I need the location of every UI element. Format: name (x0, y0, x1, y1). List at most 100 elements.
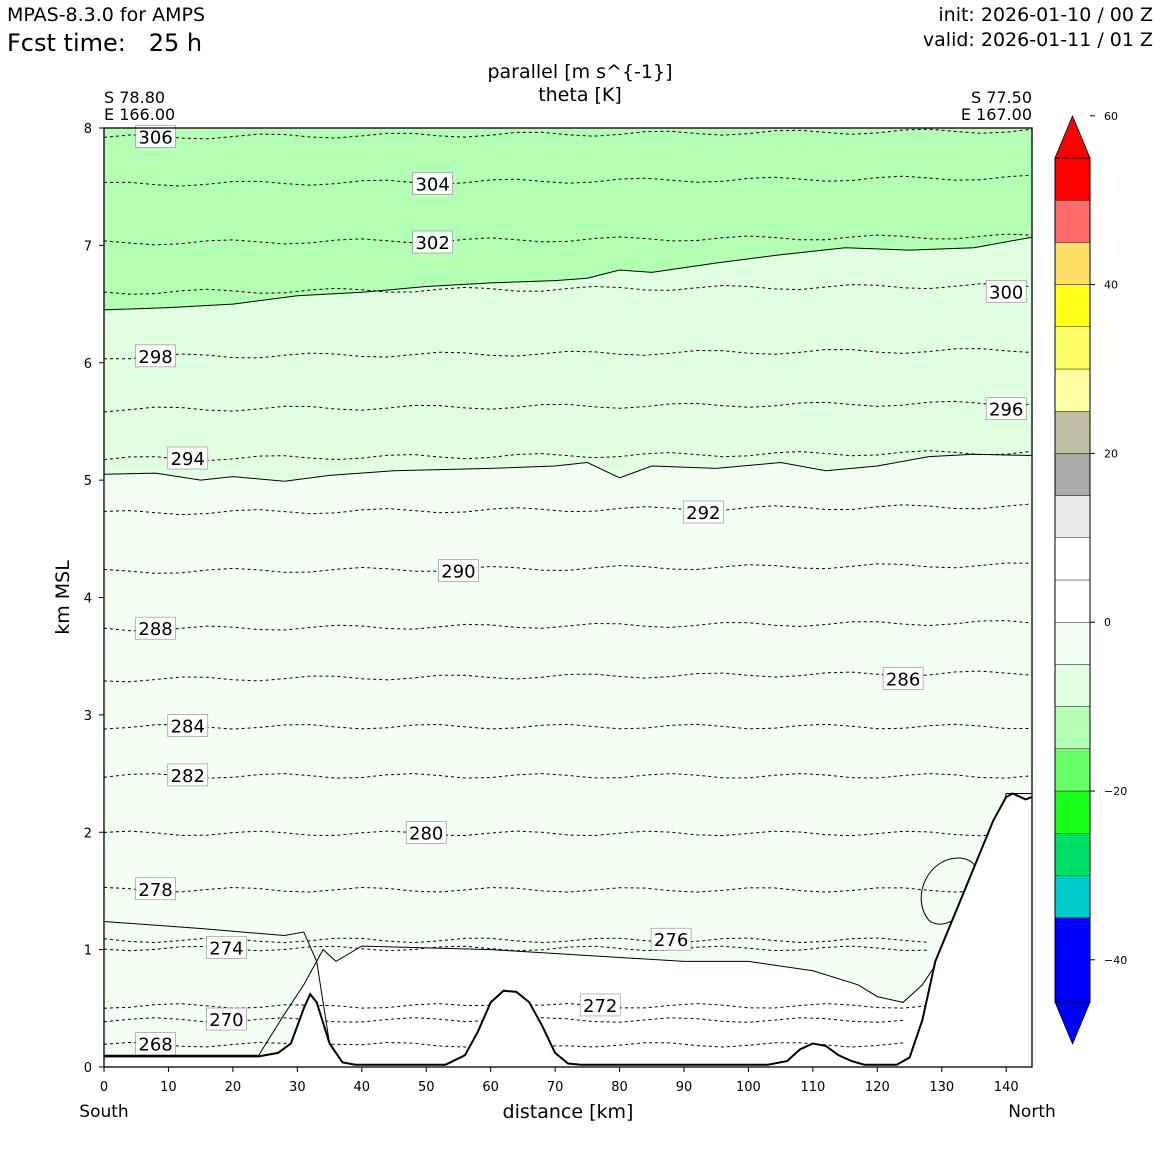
colorbar-segment (1054, 284, 1091, 328)
x-tick-label: 60 (482, 1080, 499, 1095)
wind-fill-regions (104, 128, 1032, 1067)
colorbar-segment (1054, 748, 1091, 792)
theta-contour-268 (103, 1041, 904, 1048)
theta-label-box (206, 1007, 247, 1031)
y-tick-label: 8 (84, 122, 92, 137)
theta-label-304: 304 (415, 174, 449, 195)
colorbar-tick-label: 20 (1104, 447, 1118, 460)
valid-time: valid: 2026-01-11 / 01 Z (922, 29, 1153, 51)
forecast-time-label: Fcst time: (7, 29, 126, 57)
colorbar-extend-max (1054, 114, 1091, 159)
theta-contour-304 (103, 174, 1033, 187)
colorbar-tick-label: 0 (1104, 616, 1111, 629)
theta-label-box (135, 616, 176, 640)
theta-contour-272 (103, 1003, 929, 1009)
x-tick-label: 70 (547, 1080, 564, 1095)
colorbar-tick-label: −40 (1104, 954, 1127, 967)
x-tick-label: 0 (100, 1080, 108, 1095)
theta-label-284: 284 (171, 717, 205, 738)
colorbar-tick-label: 40 (1104, 279, 1118, 292)
theta-label-270: 270 (209, 1010, 243, 1031)
theta-contour-284 (103, 723, 1033, 730)
theta-label-298: 298 (138, 347, 172, 368)
theta-label-box (650, 927, 692, 951)
forecast-time-value: 25 h (148, 29, 203, 57)
terrain (104, 792, 1033, 1067)
wind-contour-line (103, 920, 331, 1044)
colorbar-segment (1054, 833, 1091, 876)
theta-contour-290 (103, 562, 1033, 574)
theta-label-290: 290 (441, 562, 475, 583)
model-title: MPAS-8.3.0 for AMPS (7, 4, 206, 26)
wind-contour-line (103, 453, 1033, 482)
x-tick-label: 110 (800, 1080, 825, 1095)
theta-contour-278 (103, 886, 1033, 893)
colorbar-segment (1054, 495, 1091, 539)
colorbar-segment (1054, 157, 1091, 201)
theta-label-300: 300 (989, 282, 1023, 303)
colorbar-tick-label: −20 (1104, 785, 1127, 798)
theta-label-box (135, 877, 176, 901)
terrain-fill (104, 793, 1032, 1067)
colorbar-segment (1054, 368, 1091, 412)
north-label: North (1008, 1102, 1056, 1122)
x-axis-label: distance [km] (503, 1101, 634, 1123)
colorbar-segment (1054, 959, 1091, 1003)
theta-label-268: 268 (138, 1035, 172, 1056)
theta-contour-306 (103, 128, 1033, 140)
end-point-lat: S 77.50 (970, 88, 1032, 107)
x-tick-label: 40 (354, 1080, 371, 1095)
theta-label-288: 288 (138, 619, 172, 640)
colorbar: 60 40 20 0 −20 −40 (1054, 110, 1127, 1046)
theta-label-286: 286 (886, 670, 920, 691)
theta-label-box (412, 172, 453, 195)
theta-label-box (206, 936, 247, 959)
theta-label-276: 276 (654, 930, 688, 951)
chart-title-wind: parallel [m s^{-1}] (487, 61, 673, 83)
theta-contour-286 (103, 670, 1033, 683)
x-tick-label: 30 (289, 1080, 306, 1095)
theta-label-box (167, 446, 209, 470)
theta-label-302: 302 (415, 233, 449, 254)
y-tick-label: 0 (84, 1061, 92, 1076)
y-tick-label: 4 (84, 592, 92, 607)
colorbar-segment (1054, 622, 1091, 665)
theta-contour-302 (103, 233, 1033, 246)
end-point-lon: E 167.00 (960, 105, 1032, 124)
x-tick-label: 80 (611, 1080, 628, 1095)
theta-label-box (405, 821, 447, 844)
forecast-time: Fcst time: 25 h (7, 29, 202, 57)
colorbar-segment (1054, 242, 1091, 285)
wind-contour-line (103, 236, 1033, 311)
x-tick-label: 120 (865, 1080, 890, 1095)
colorbar-segment (1054, 326, 1091, 370)
y-tick-label: 6 (84, 357, 92, 372)
x-tick-label: 20 (225, 1080, 242, 1095)
fill-weak-positive (104, 793, 1032, 1067)
theta-label-box (683, 500, 724, 524)
colorbar-tick-label: 60 (1104, 110, 1118, 123)
fill-strong-negative (104, 128, 1032, 310)
theta-label-box (135, 344, 176, 368)
colorbar-segment (1054, 664, 1091, 707)
chart-title-theta: theta [K] (538, 84, 622, 106)
colorbar-segment (1054, 579, 1091, 623)
theta-label-box (438, 559, 479, 582)
colorbar-segment (1054, 875, 1091, 918)
axes: 0 10 20 30 40 50 60 70 80 90 100 110 120 130 140 0 1 2 3 4 5… (52, 122, 1056, 1123)
terrain-line (104, 792, 1033, 1066)
theta-contour-288 (103, 620, 1033, 632)
theta-label-box (412, 230, 453, 254)
x-tick-label: 130 (929, 1080, 954, 1095)
theta-contour-292 (103, 503, 1033, 516)
start-point-lon: E 166.00 (104, 105, 176, 124)
x-tick-label: 100 (736, 1080, 761, 1095)
colorbar-segment (1054, 790, 1091, 834)
y-tick-label: 7 (84, 239, 92, 254)
theta-label-box (135, 125, 176, 148)
theta-label-294: 294 (171, 449, 205, 470)
y-tick-label: 3 (84, 709, 92, 724)
theta-contour-300 (103, 283, 1033, 295)
theta-label-box (579, 993, 621, 1017)
